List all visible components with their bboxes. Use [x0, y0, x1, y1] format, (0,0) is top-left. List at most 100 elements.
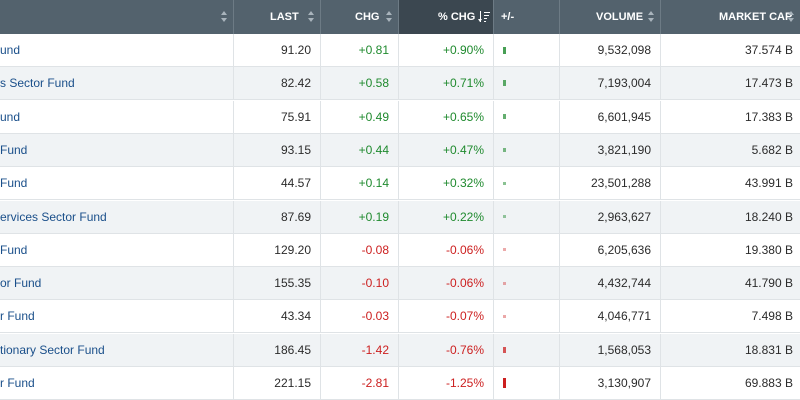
last-price: 87.69: [234, 200, 321, 233]
plus-minus-bar-cell: [494, 267, 560, 300]
table-row[interactable]: ervices Sector Fund 87.69 +0.19 +0.22% 2,963…: [0, 200, 800, 234]
col-header-plus-minus-label: +/-: [501, 11, 515, 23]
change-value: -0.03: [321, 300, 399, 333]
col-header-last-label: LAST: [270, 11, 299, 23]
percent-change: -0.76%: [399, 333, 494, 366]
plus-minus-bar-cell: [494, 67, 560, 100]
plus-minus-bar-cell: [494, 367, 560, 399]
plus-minus-bar-cell: [494, 34, 560, 66]
volume-value: 7,193,004: [560, 67, 661, 100]
fund-name-link[interactable]: und: [0, 34, 234, 66]
market-cap-value: 7.498 B: [751, 309, 793, 324]
fund-name-link[interactable]: tionary Sector Fund: [0, 333, 234, 366]
col-header-last[interactable]: LAST: [234, 0, 321, 34]
fund-name-link[interactable]: or Fund: [0, 267, 234, 300]
col-header-market-cap[interactable]: MARKET CAP: [661, 0, 800, 34]
fund-name-link[interactable]: r Fund: [0, 367, 234, 399]
table-row[interactable]: und 91.20 +0.81 +0.90% 9,532,098 37.574 B: [0, 34, 800, 67]
col-header-market-cap-label: MARKET CAP: [719, 11, 793, 23]
change-value: +0.44: [321, 133, 399, 166]
change-value: -2.81: [321, 367, 399, 399]
percent-change: +0.32%: [399, 167, 494, 200]
change-indicator-bar: [503, 147, 506, 152]
change-indicator-bar: [503, 80, 506, 87]
col-header-plus-minus[interactable]: +/-: [494, 0, 560, 34]
fund-name-link[interactable]: Fund: [0, 167, 234, 200]
sort-icon: [386, 11, 393, 23]
table-row[interactable]: or Fund 155.35 -0.10 -0.06% 4,432,744 41.790 …: [0, 267, 800, 301]
sort-icon: [308, 11, 315, 23]
change-value: +0.49: [321, 100, 399, 133]
volume-value: 23,501,288: [560, 167, 661, 200]
change-indicator-bar: [503, 281, 506, 285]
fund-name-link[interactable]: r Fund: [0, 300, 234, 333]
table-row[interactable]: Fund 44.57 +0.14 +0.32% 23,501,288 43.991 B: [0, 167, 800, 201]
table-row[interactable]: tionary Sector Fund 186.45 -1.42 -0.76% 1,56…: [0, 333, 800, 367]
col-header-name[interactable]: [0, 0, 234, 34]
plus-minus-bar-cell: [494, 333, 560, 366]
sort-icon: [788, 11, 795, 23]
market-cap-value: 18.240 B: [744, 209, 793, 224]
change-value: -0.10: [321, 267, 399, 300]
col-header-pct-chg[interactable]: % CHG: [399, 0, 494, 34]
change-indicator-bar: [503, 248, 506, 252]
volume-value: 2,963,627: [560, 200, 661, 233]
last-price: 93.15: [234, 133, 321, 166]
table-row[interactable]: Fund 93.15 +0.44 +0.47% 3,821,190 5.682 B: [0, 133, 800, 167]
change-value: -0.08: [321, 233, 399, 266]
volume-value: 1,568,053: [560, 333, 661, 366]
fund-name-link[interactable]: Fund: [0, 133, 234, 166]
change-indicator-bar: [503, 314, 506, 318]
change-value: -1.42: [321, 333, 399, 366]
plus-minus-bar-cell: [494, 200, 560, 233]
market-cap-value: 41.790 B: [744, 276, 793, 291]
change-value: +0.58: [321, 67, 399, 100]
last-price: 75.91: [234, 100, 321, 133]
table-row[interactable]: Fund 129.20 -0.08 -0.06% 6,205,636 19.380 B: [0, 233, 800, 267]
market-cap-value: 43.991 B: [744, 176, 793, 191]
fund-name-link[interactable]: Fund: [0, 233, 234, 266]
percent-change: +0.71%: [399, 67, 494, 100]
col-header-volume[interactable]: VOLUME: [560, 0, 661, 34]
market-cap-value: 37.574 B: [744, 43, 793, 57]
last-price: 155.35: [234, 267, 321, 300]
market-cap-value: 69.883 B: [744, 376, 793, 390]
plus-minus-bar-cell: [494, 300, 560, 333]
percent-change: -0.06%: [399, 233, 494, 266]
change-indicator-bar: [503, 181, 506, 185]
change-value: +0.14: [321, 167, 399, 200]
market-cap-value: 17.473 B: [744, 76, 793, 91]
last-price: 44.57: [234, 167, 321, 200]
volume-value: 9,532,098: [560, 34, 661, 66]
plus-minus-bar-cell: [494, 133, 560, 166]
percent-change: +0.47%: [399, 133, 494, 166]
volume-value: 6,601,945: [560, 100, 661, 133]
last-price: 91.20: [234, 34, 321, 66]
plus-minus-bar-cell: [494, 167, 560, 200]
percent-change: +0.65%: [399, 100, 494, 133]
market-cap-value: 18.831 B: [744, 342, 793, 357]
percent-change: +0.90%: [399, 34, 494, 66]
change-indicator-bar: [503, 378, 506, 388]
table-row[interactable]: s Sector Fund 82.42 +0.58 +0.71% 7,193,004 17…: [0, 67, 800, 101]
last-price: 43.34: [234, 300, 321, 333]
last-price: 129.20: [234, 233, 321, 266]
table-row[interactable]: und 75.91 +0.49 +0.65% 6,601,945 17.383 B: [0, 100, 800, 134]
table-row[interactable]: r Fund 221.15 -2.81 -1.25% 3,130,907 69.883 B: [0, 367, 800, 400]
volume-value: 4,046,771: [560, 300, 661, 333]
table-row[interactable]: r Fund 43.34 -0.03 -0.07% 4,046,771 7.498 B: [0, 300, 800, 334]
col-header-chg[interactable]: CHG: [321, 0, 399, 34]
change-value: +0.19: [321, 200, 399, 233]
percent-change: -0.07%: [399, 300, 494, 333]
volume-value: 4,432,744: [560, 267, 661, 300]
volume-value: 3,130,907: [560, 367, 661, 399]
market-cap-value: 19.380 B: [744, 242, 793, 257]
fund-name-link[interactable]: s Sector Fund: [0, 67, 234, 100]
change-indicator-bar: [503, 46, 506, 54]
col-header-chg-label: CHG: [355, 11, 380, 23]
sort-icon: [648, 11, 655, 23]
fund-name-link[interactable]: und: [0, 100, 234, 133]
fund-name-link[interactable]: ervices Sector Fund: [0, 200, 234, 233]
percent-change: -1.25%: [399, 367, 494, 399]
